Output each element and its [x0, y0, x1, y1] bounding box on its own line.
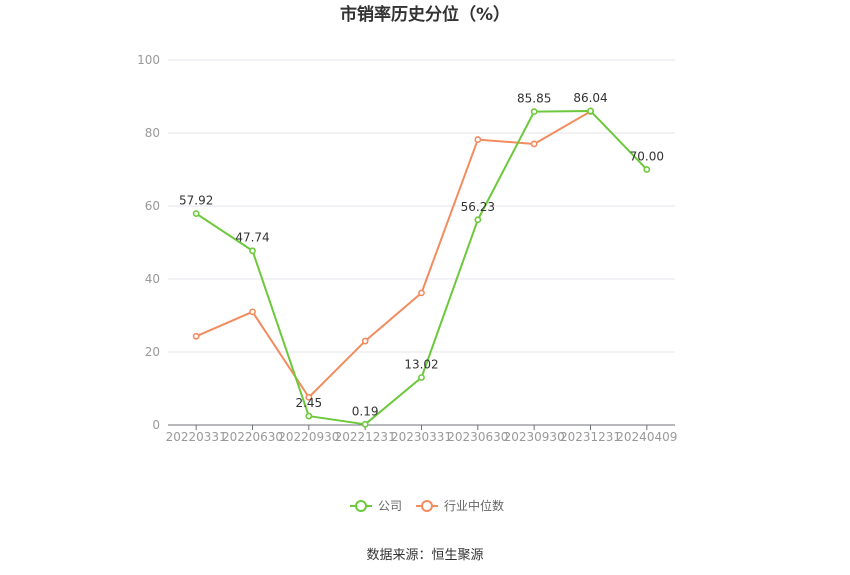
legend-item-0[interactable]: 公司	[350, 499, 402, 513]
x-tick-label: 20230630	[447, 430, 508, 444]
legend[interactable]: 公司 行业中位数	[350, 498, 504, 513]
data-point	[361, 420, 369, 428]
y-axis: 0 20 40 60 80 100	[137, 53, 160, 432]
data-label: 86.04	[573, 91, 607, 105]
y-tick-label: 60	[145, 199, 160, 213]
data-point	[192, 332, 200, 340]
legend-label: 行业中位数	[444, 498, 504, 513]
x-tick-label: 20240409	[616, 430, 677, 444]
series-0	[192, 107, 651, 428]
chart-title: 市销率历史分位（%）	[340, 4, 510, 25]
series-layer	[192, 107, 651, 428]
legend-swatch-marker	[355, 500, 367, 512]
data-label: 85.85	[517, 92, 551, 106]
x-axis: 2022033120220630202209302022123120230331…	[166, 424, 677, 444]
y-tick-label: 100	[137, 53, 160, 67]
data-labels: 57.92 47.74 2.45 0.19 13.02 56.23 85.85 86.04 70…	[179, 91, 664, 418]
y-tick-label: 20	[145, 345, 160, 359]
data-label: 57.92	[179, 194, 213, 208]
data-point	[192, 210, 200, 217]
data-label: 70.00	[630, 150, 664, 164]
data-point	[305, 412, 313, 420]
data-label: 47.74	[235, 231, 269, 245]
series-line	[195, 110, 591, 399]
legend-swatch-marker	[421, 500, 433, 512]
y-tick-label: 80	[145, 126, 160, 140]
data-label: 56.23	[461, 200, 495, 214]
x-tick-label: 20230331	[391, 430, 452, 444]
x-tick-label: 20231231	[560, 430, 621, 444]
x-tick-label: 20220930	[278, 430, 339, 444]
data-point	[249, 247, 256, 255]
legend-label: 公司	[378, 499, 402, 513]
x-tick-label: 20230930	[504, 430, 565, 444]
data-label: 13.02	[404, 357, 438, 371]
data-source: 数据来源：恒生聚源	[366, 548, 483, 563]
data-point	[305, 393, 313, 401]
y-tick-label: 40	[145, 272, 160, 286]
x-tick-label: 20220630	[222, 430, 283, 444]
data-point	[249, 308, 256, 316]
data-label: 2.45	[295, 396, 322, 410]
x-tick-label: 20220331	[166, 430, 227, 444]
data-point	[418, 289, 425, 297]
data-point	[643, 166, 651, 173]
data-point	[530, 140, 538, 148]
y-tick-label: 0	[152, 418, 160, 432]
data-point	[474, 216, 482, 224]
data-point	[474, 136, 482, 143]
data-point	[530, 108, 538, 116]
x-tick-label: 20221231	[335, 430, 396, 444]
grid-lines	[168, 59, 675, 353]
data-point	[361, 337, 369, 345]
data-label: 0.19	[352, 404, 379, 418]
data-point	[418, 374, 425, 381]
data-point	[587, 107, 594, 115]
legend-item-1[interactable]: 行业中位数	[416, 498, 504, 513]
